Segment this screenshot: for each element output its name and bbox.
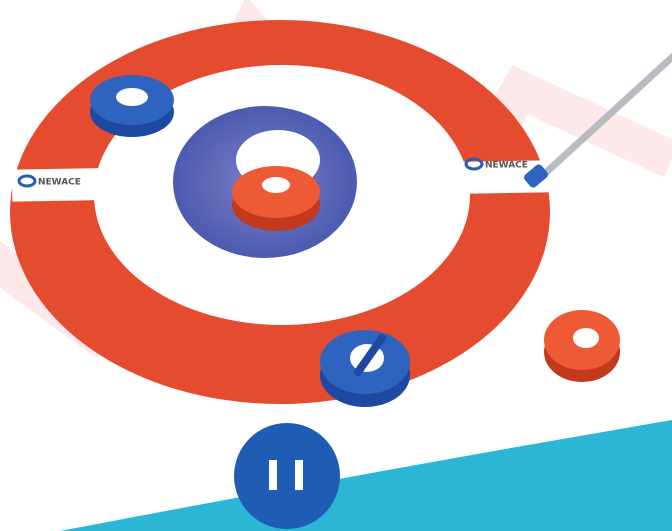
- pause-button[interactable]: [234, 423, 340, 529]
- pusher-stick: [524, 52, 672, 188]
- cyan-swoosh: [60, 420, 672, 531]
- logo-right: NEWACE: [464, 157, 528, 171]
- logo-text: NEWACE: [38, 178, 81, 188]
- logo-text: NEWACE: [485, 161, 528, 171]
- puck-blue-top: [90, 75, 174, 137]
- puck-blue-bottom: [320, 330, 410, 407]
- logo-left: NEWACE: [17, 174, 81, 188]
- puck-red-center: [232, 166, 320, 231]
- puck-red-loose: [544, 310, 620, 382]
